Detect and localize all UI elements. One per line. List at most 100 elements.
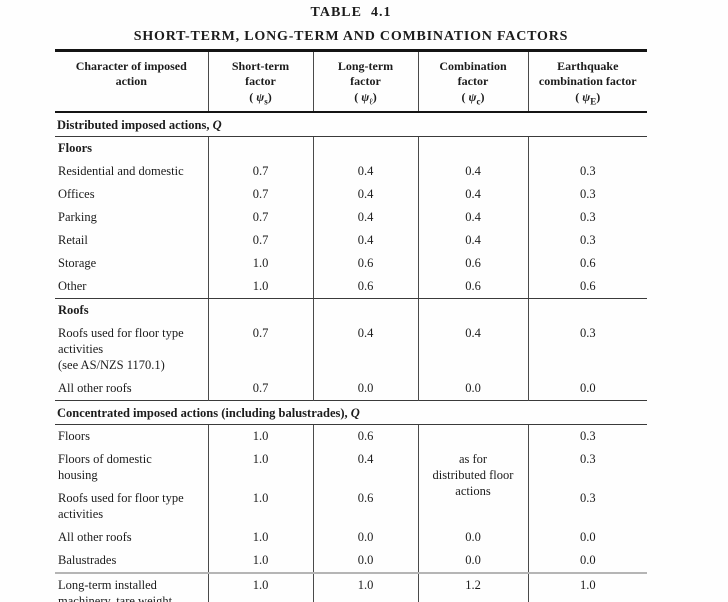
cell-long: 0.6 [312,275,418,299]
row-residential-domestic: Residential and domestic 0.7 0.4 0.4 0.3 [55,160,647,183]
section-concentrated: Concentrated imposed actions (including … [55,400,647,425]
cell-short: 1.0 [207,448,313,487]
row-roofs-floor-type: Roofs used for floor type activities (se… [55,322,647,377]
col-header-character: Character of imposed action [55,50,208,113]
cell-eq: 0.3 [527,487,647,526]
group-floors: Floors [55,136,647,160]
cell-long: 0.4 [312,448,418,487]
cell-long: 0.4 [312,322,418,377]
row-all-other-roofs-distributed: All other roofs 0.7 0.0 0.0 0.0 [55,377,647,401]
col-header-earthquake: Earthquake combination factor ( ψE) [527,50,647,113]
cell-comb: 0.6 [417,252,528,275]
cell-comb: 0.4 [417,229,528,252]
row-storage: Storage 1.0 0.6 0.6 0.6 [55,252,647,275]
row-label: Parking [58,210,97,224]
row-label: Long-term installed machinery, tare weig… [55,572,208,602]
row-label: Retail [58,233,88,247]
row-label: Offices [58,187,95,201]
psi-l-symbol: ( ψℓ) [354,90,377,107]
cell-comb: 0.0 [417,377,528,401]
cell-comb: 0.4 [417,183,528,206]
cell-long: 0.0 [312,526,418,549]
cell-long: 1.0 [312,572,418,602]
row-label: All other roofs [58,530,132,544]
row-label: Storage [58,256,97,270]
factors-table: Character of imposed action Short-term f… [55,49,647,602]
cell-short: 0.7 [207,183,313,206]
cell-long: 0.0 [312,377,418,401]
row-label: Floors [58,429,90,443]
cell-comb: 0.6 [417,275,528,299]
row-label: Other [55,275,208,299]
row-retail: Retail 0.7 0.4 0.4 0.3 [55,229,647,252]
col-header-combination: Combination factor ( ψc) [417,50,528,113]
header-row: Character of imposed action Short-term f… [55,50,647,113]
cell-eq: 0.3 [527,448,647,487]
cell-eq: 1.0 [527,572,647,602]
cell-short: 1.0 [207,424,313,448]
cell-comb: 0.4 [417,206,528,229]
cell-comb: 0.0 [417,526,528,549]
cell-short: 1.0 [207,252,313,275]
cell-long: 0.4 [312,183,418,206]
cell-long: 0.4 [312,229,418,252]
cell-short: 1.0 [207,487,313,526]
cell-short: 0.7 [207,160,313,183]
cell-eq: 0.3 [527,229,647,252]
cell-short: 1.0 [207,275,313,299]
cell-eq: 0.3 [527,322,647,377]
psi-c-symbol: ( ψc) [461,90,485,107]
row-offices: Offices 0.7 0.4 0.4 0.3 [55,183,647,206]
row-label: Floors of domestic housing [58,452,152,482]
cell-eq: 0.0 [527,526,647,549]
cell-comb: 0.4 [417,322,528,377]
cell-eq: 0.3 [527,424,647,448]
cell-short: 0.7 [207,377,313,401]
row-label: Roofs used for floor type activities [58,491,184,521]
row-label: Roofs used for floor type activities (se… [58,326,184,372]
section-distributed: Distributed imposed actions, Q [55,112,647,137]
cell-eq: 0.6 [527,275,647,299]
cell-comb: 0.0 [417,549,528,573]
cell-short: 0.7 [207,322,313,377]
cell-long: 0.4 [312,160,418,183]
psi-e-symbol: ( ψE) [575,90,601,107]
psi-s-symbol: ( ψs) [249,90,272,107]
q-symbol: Q [212,118,222,132]
row-label: All other roofs [58,381,132,395]
group-roofs: Roofs [55,298,647,322]
col-header-short-term: Short-term factor ( ψs) [207,50,313,113]
q-symbol: Q [350,406,360,420]
col-header-long-term: Long-term factor ( ψℓ) [312,50,418,113]
row-label: Balustrades [58,553,117,567]
row-floors-domestic-housing: Floors of domestic housing 1.0 0.4 0.3 [55,448,647,487]
row-label: Residential and domestic [58,164,184,178]
row-roofs-floor-type-concentrated: Roofs used for floor type activities 1.0… [55,487,647,526]
cell-eq: 0.3 [527,183,647,206]
cell-comb: 1.2 [417,572,528,602]
cell-short: 0.7 [207,229,313,252]
table-subtitle: SHORT-TERM, LONG-TERM AND COMBINATION FA… [133,29,569,44]
cell-eq: 0.6 [527,252,647,275]
cell-comb: 0.4 [417,160,528,183]
cell-short: 1.0 [207,572,313,602]
table-caption: TABLE 4.1 SHORT-TERM, LONG-TERM AND COMB… [55,5,647,45]
row-all-other-roofs-concentrated: All other roofs 1.0 0.0 0.0 0.0 [55,526,647,549]
cell-eq: 0.0 [527,377,647,401]
cell-short: 1.0 [207,549,313,573]
table-number-title: TABLE 4.1 [310,5,392,20]
cell-long: 0.4 [312,206,418,229]
row-parking: Parking 0.7 0.4 0.4 0.3 [55,206,647,229]
cell-eq: 0.3 [527,160,647,183]
row-balustrades: Balustrades 1.0 0.0 0.0 0.0 [55,549,647,573]
cell-short: 0.7 [207,206,313,229]
row-floors-concentrated: Floors 1.0 0.6 as for distributed floor … [55,424,647,526]
cell-eq: 0.0 [527,549,647,573]
cell-long: 0.6 [312,487,418,526]
row-machinery: Long-term installed machinery, tare weig… [55,572,647,602]
cell-long: 0.0 [312,549,418,573]
row-other: Other 1.0 0.6 0.6 0.6 [55,275,647,299]
cell-eq: 0.3 [527,206,647,229]
cell-short: 1.0 [207,526,313,549]
